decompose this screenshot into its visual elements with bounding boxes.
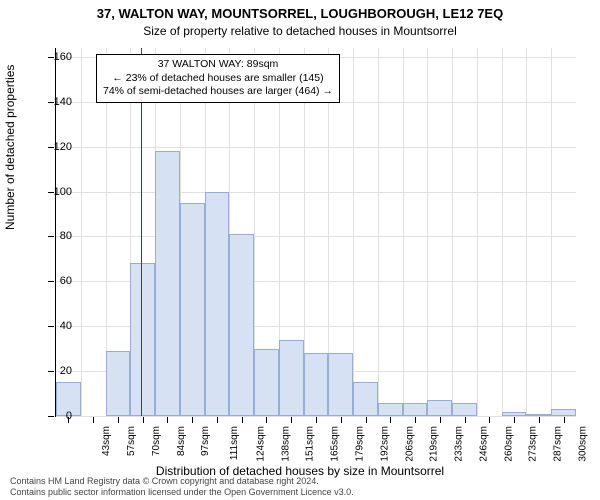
x-tick (341, 417, 342, 423)
histogram-bar (180, 203, 205, 416)
histogram-bar (551, 409, 576, 416)
annotation-line1: 37 WALTON WAY: 89sqm (103, 58, 333, 72)
y-tick-label: 80 (42, 230, 72, 242)
x-tick-label: 84sqm (176, 426, 187, 456)
histogram-bar (526, 414, 551, 416)
reference-line (141, 48, 142, 416)
y-tick-label: 100 (42, 186, 72, 198)
x-tick-label: 219sqm (429, 426, 440, 462)
y-tick-label: 20 (42, 365, 72, 377)
histogram-bar (205, 192, 230, 416)
y-tick-label: 160 (42, 51, 72, 63)
x-tick (465, 417, 466, 423)
x-tick (415, 417, 416, 423)
gridline-h (56, 147, 576, 148)
x-tick-label: 300sqm (577, 426, 588, 462)
y-tick-label: 60 (42, 275, 72, 287)
x-tick-label: 70sqm (151, 426, 162, 456)
x-tick-label: 97sqm (200, 426, 211, 456)
x-tick-label: 246sqm (478, 426, 489, 462)
x-tick-label: 43sqm (101, 426, 112, 456)
x-tick-label: 124sqm (256, 426, 267, 462)
y-tick-label: 0 (42, 410, 72, 422)
chart-title-sub: Size of property relative to detached ho… (0, 24, 600, 38)
x-tick (440, 417, 441, 423)
x-tick (118, 417, 119, 423)
x-tick-label: 57sqm (126, 426, 137, 456)
histogram-bar (229, 234, 254, 416)
annotation-line3: 74% of semi-detached houses are larger (… (103, 85, 333, 99)
annotation-line2: ← 23% of detached houses are smaller (14… (103, 72, 333, 86)
gridline-v (378, 48, 379, 416)
x-tick-label: 287sqm (553, 426, 564, 462)
y-tick-label: 140 (42, 96, 72, 108)
histogram-bar (502, 412, 527, 416)
x-tick-label: 260sqm (503, 426, 514, 462)
gridline-v (477, 48, 478, 416)
y-axis-label: Number of detached properties (3, 65, 17, 230)
x-tick (316, 417, 317, 423)
gridline-v (502, 48, 503, 416)
x-tick (390, 417, 391, 423)
histogram-bar (304, 353, 329, 416)
x-tick-label: 138sqm (280, 426, 291, 462)
histogram-bar (279, 340, 304, 416)
gridline-v (427, 48, 428, 416)
histogram-bar (403, 403, 428, 416)
histogram-bar (155, 151, 180, 416)
x-tick-label: 273sqm (528, 426, 539, 462)
gridline-h (56, 236, 576, 237)
x-tick (366, 417, 367, 423)
x-tick (489, 417, 490, 423)
x-tick-label: 165sqm (330, 426, 341, 462)
x-tick (217, 417, 218, 423)
x-tick (93, 417, 94, 423)
histogram-bar (328, 353, 353, 416)
annotation-box: 37 WALTON WAY: 89sqm ← 23% of detached h… (96, 54, 340, 103)
gridline-v (452, 48, 453, 416)
gridline-h (56, 192, 576, 193)
gridline-v (353, 48, 354, 416)
x-tick (514, 417, 515, 423)
gridline-v (526, 48, 527, 416)
histogram-bar (452, 403, 477, 416)
plot-area: 37 WALTON WAY: 89sqm ← 23% of detached h… (55, 48, 576, 417)
x-tick-label: 206sqm (404, 426, 415, 462)
gridline-v (403, 48, 404, 416)
histogram-bar (378, 403, 403, 416)
x-tick (539, 417, 540, 423)
footer-line1: Contains HM Land Registry data © Crown c… (10, 476, 354, 487)
histogram-bar (254, 349, 279, 416)
x-tick-label: 192sqm (379, 426, 390, 462)
x-tick (242, 417, 243, 423)
histogram-bar (106, 351, 131, 416)
x-tick-label: 233sqm (454, 426, 465, 462)
footer-attribution: Contains HM Land Registry data © Crown c… (10, 476, 354, 498)
chart-title-main: 37, WALTON WAY, MOUNTSORREL, LOUGHBOROUG… (0, 6, 600, 21)
x-tick (266, 417, 267, 423)
x-tick-label: 151sqm (305, 426, 316, 462)
x-tick (291, 417, 292, 423)
y-tick-label: 40 (42, 320, 72, 332)
histogram-bar (130, 263, 155, 416)
histogram-chart: 37, WALTON WAY, MOUNTSORREL, LOUGHBOROUG… (0, 0, 600, 500)
footer-line2: Contains public sector information licen… (10, 487, 354, 498)
x-tick-label: 179sqm (355, 426, 366, 462)
x-tick-label: 111sqm (229, 426, 240, 460)
y-tick-label: 120 (42, 141, 72, 153)
gridline-v (551, 48, 552, 416)
histogram-bar (353, 382, 378, 416)
gridline-v (81, 48, 82, 416)
histogram-bar (427, 400, 452, 416)
x-tick (143, 417, 144, 423)
x-tick (564, 417, 565, 423)
x-tick (167, 417, 168, 423)
x-tick (192, 417, 193, 423)
